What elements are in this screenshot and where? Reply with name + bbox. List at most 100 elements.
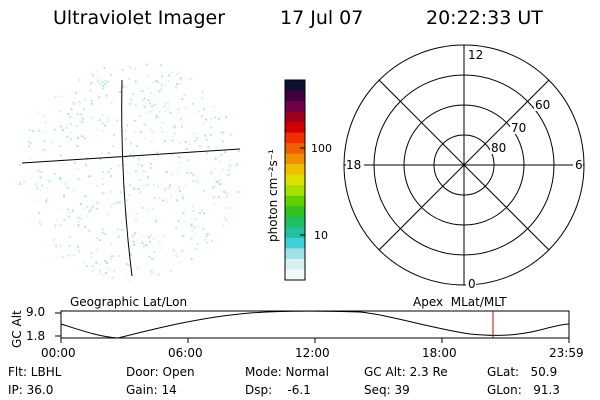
uv-speckle: [124, 178, 127, 181]
uv-speckle: [167, 74, 170, 77]
uv-speckle: [145, 63, 148, 66]
colorbar-tick-label-100: 100: [311, 142, 332, 155]
uv-speckle: [63, 196, 66, 199]
uv-speckle: [226, 192, 229, 194]
uv-speckle: [108, 268, 111, 271]
uv-speckle: [140, 131, 142, 134]
uv-speckle: [139, 191, 142, 194]
uv-speckle: [109, 257, 112, 260]
uv-speckle: [134, 104, 137, 107]
uv-speckle: [43, 140, 46, 143]
uv-speckle: [181, 79, 184, 82]
uv-speckle: [205, 138, 208, 141]
uv-speckle: [19, 183, 22, 185]
uv-speckle: [163, 105, 166, 108]
uv-speckle: [145, 244, 147, 246]
uv-speckle: [158, 90, 161, 93]
uv-speckle: [90, 99, 93, 102]
uv-speckle: [153, 196, 156, 199]
uv-speckle: [96, 80, 99, 83]
uv-speckle: [182, 196, 185, 199]
uv-speckle: [105, 272, 108, 274]
uv-speckle: [117, 164, 120, 167]
uv-speckle: [66, 186, 69, 189]
uv-speckle: [59, 176, 62, 179]
uv-speckle: [61, 129, 64, 132]
uv-speckle: [106, 120, 109, 123]
uv-speckle: [103, 124, 106, 127]
colorbar-band: [285, 248, 305, 260]
uv-speckle: [35, 182, 38, 185]
uv-speckle: [48, 180, 51, 183]
uv-speckle: [161, 75, 164, 78]
uv-speckle: [156, 154, 159, 157]
uv-speckle: [167, 80, 170, 83]
uv-speckle: [220, 153, 223, 156]
uv-speckle: [27, 140, 30, 143]
altitude-axis-title: GC Alt: [10, 310, 24, 348]
uv-speckle: [75, 91, 78, 94]
uv-speckle: [197, 110, 200, 113]
uv-speckle: [210, 126, 213, 129]
uv-speckle: [140, 164, 143, 167]
uv-speckle: [215, 180, 218, 183]
uv-speckle: [50, 141, 53, 144]
uv-speckle: [143, 97, 146, 100]
mlt-label-18: 18: [346, 158, 361, 172]
uv-speckle: [159, 64, 162, 67]
uv-speckle: [90, 117, 93, 120]
uv-speckle: [176, 83, 178, 85]
uv-speckle: [157, 273, 160, 276]
uv-speckle: [55, 245, 58, 248]
uv-speckle: [101, 152, 104, 155]
uv-speckle: [129, 66, 132, 68]
uv-speckle: [193, 173, 196, 176]
uv-speckle: [179, 142, 181, 145]
uv-speckle: [92, 74, 95, 77]
uv-speckle: [155, 219, 158, 222]
uv-speckle: [136, 267, 139, 270]
uv-speckle: [161, 121, 164, 124]
uv-speckle: [164, 102, 167, 105]
uv-speckle: [96, 237, 99, 239]
uv-speckle: [210, 171, 213, 174]
uv-speckle: [144, 170, 147, 173]
uv-speckle: [91, 205, 94, 208]
uv-speckle: [111, 255, 114, 258]
uv-speckle: [196, 242, 199, 245]
uv-speckle: [143, 123, 146, 126]
uv-speckle: [165, 171, 168, 173]
uv-speckle: [134, 206, 137, 209]
uv-speckle: [135, 145, 138, 148]
uv-speckle: [167, 187, 170, 190]
uv-speckle: [68, 236, 71, 238]
uv-speckle: [61, 255, 64, 258]
uv-speckle: [91, 264, 94, 267]
uv-speckle: [149, 167, 152, 169]
uv-speckle: [188, 143, 191, 146]
uv-speckle: [91, 72, 94, 75]
uv-speckle: [76, 167, 79, 170]
uv-speckle: [181, 125, 183, 128]
uv-speckle: [228, 158, 231, 161]
uv-speckle: [138, 157, 141, 160]
uv-speckle: [214, 167, 217, 170]
colorbar-band: [285, 258, 305, 270]
uv-speckle: [132, 93, 135, 96]
uv-speckle: [193, 132, 196, 135]
uv-speckle: [39, 189, 42, 191]
uv-speckle: [143, 106, 146, 108]
uv-speckle: [73, 103, 76, 106]
uv-speckle: [88, 175, 90, 178]
uv-speckle: [176, 111, 179, 114]
uv-speckle: [203, 189, 206, 192]
uv-speckle: [132, 234, 135, 237]
uv-speckle: [139, 114, 142, 117]
uv-speckle: [185, 106, 187, 109]
uv-speckle: [158, 241, 161, 244]
label-bg: [510, 121, 528, 134]
uv-speckle: [39, 224, 42, 226]
uv-speckle: [155, 151, 158, 154]
uv-speckle: [104, 83, 107, 85]
